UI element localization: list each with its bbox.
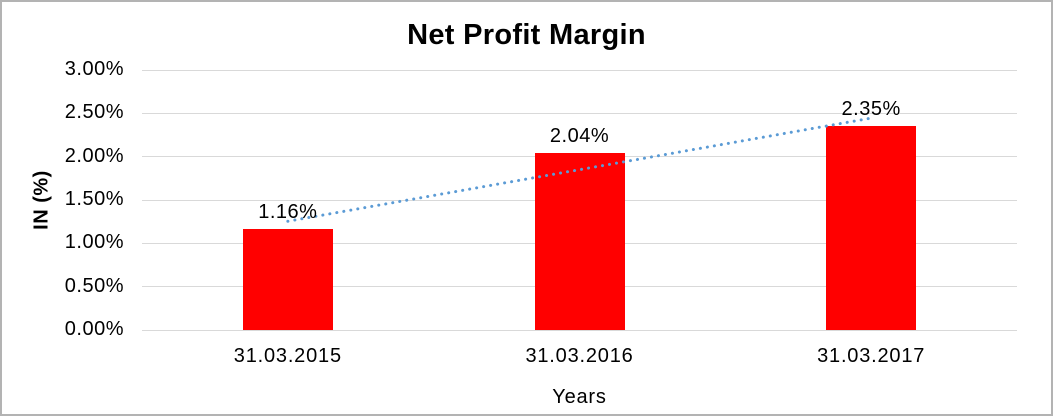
y-tick-label: 1.50% — [64, 188, 124, 210]
bar-data-label: 2.35% — [841, 98, 901, 121]
gridline — [142, 112, 1017, 114]
trendline — [286, 116, 873, 223]
bar — [534, 153, 625, 330]
y-tick-label: 0.50% — [64, 274, 124, 297]
x-axis-title: Years — [552, 386, 607, 408]
y-tick-label: 0.00% — [64, 318, 124, 340]
chart-title: Net Profit Margin — [407, 19, 646, 51]
x-tick-label: 31.03.2015 — [233, 345, 342, 367]
x-tick-label: 31.03.2016 — [525, 345, 634, 367]
bar — [826, 126, 917, 330]
y-tick-label: 2.50% — [64, 101, 124, 124]
y-tick-label: 2.00% — [64, 144, 124, 167]
x-tick-label: 31.03.2017 — [817, 345, 926, 367]
y-tick-label: 1.00% — [64, 231, 124, 254]
y-tick-label: 3.00% — [64, 58, 124, 80]
plot-area — [142, 69, 1017, 331]
bar — [242, 229, 333, 330]
bar-data-label: 2.04% — [549, 125, 610, 148]
gridline — [142, 69, 1017, 71]
gridline — [142, 329, 1017, 331]
bar-data-label: 1.16% — [258, 201, 318, 224]
